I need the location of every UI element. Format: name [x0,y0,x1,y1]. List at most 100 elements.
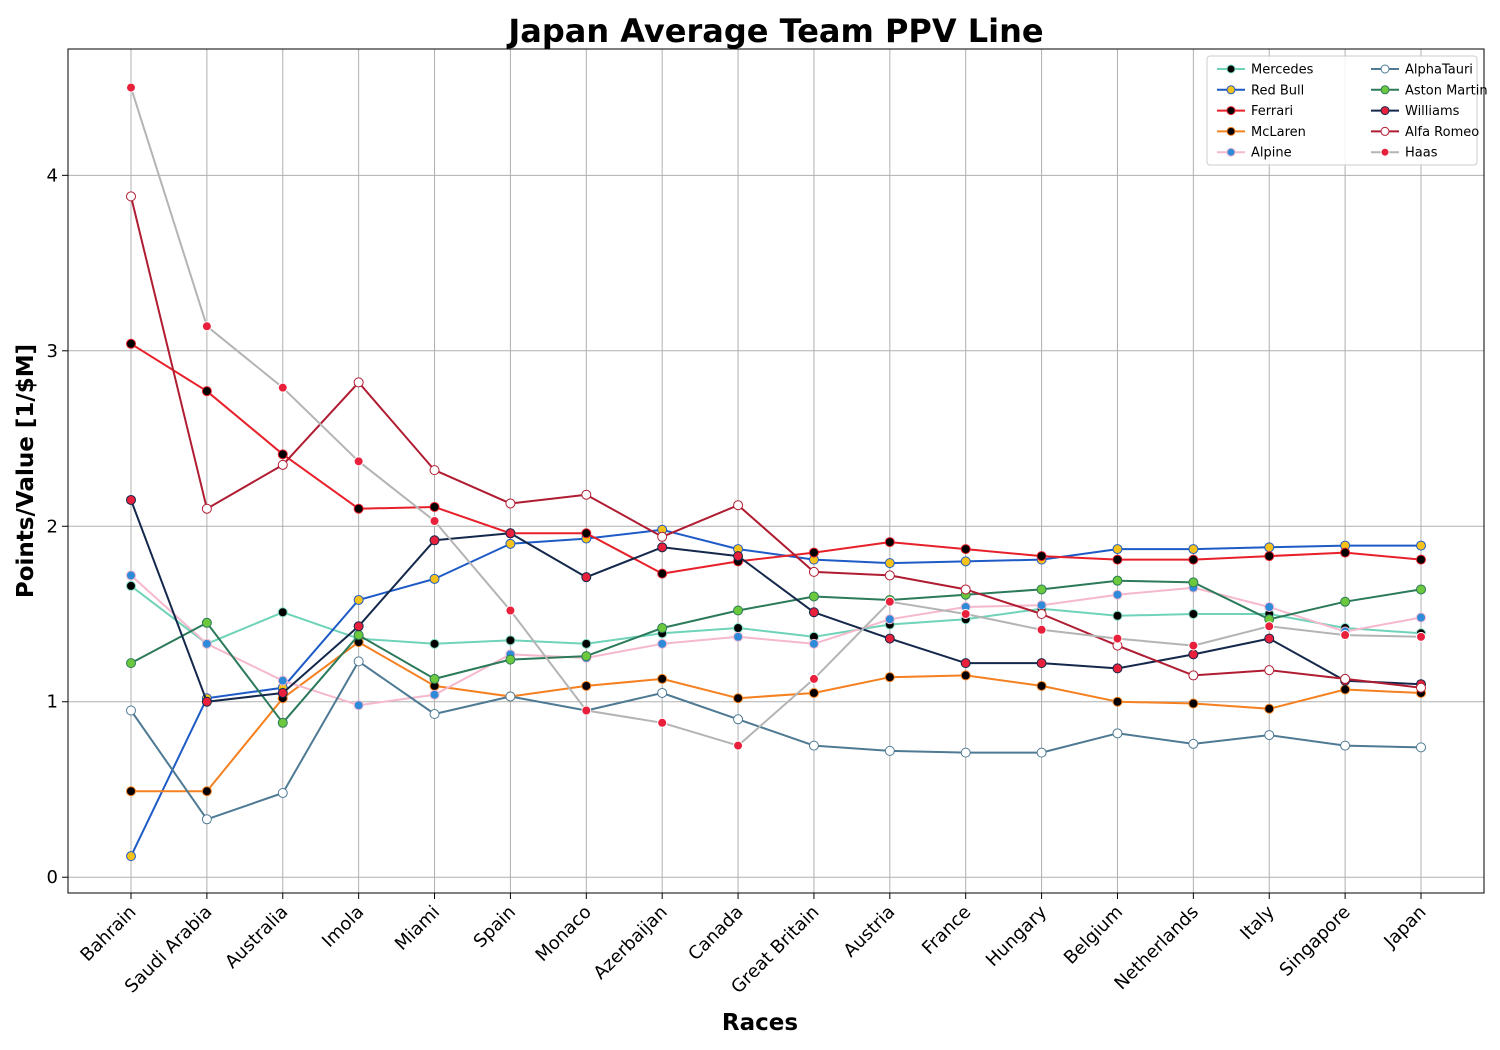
legend-swatch-marker [1226,85,1236,95]
data-point-ferrari [1264,551,1275,562]
legend-label: AlphaTauri [1405,63,1473,78]
data-point-alfa-romeo [277,459,288,470]
legend-swatch-marker [1226,147,1236,157]
data-point-alpine [201,638,212,649]
series-alfa-romeo [126,191,1426,693]
series-mclaren [126,637,1426,797]
data-point-red-bull [1416,540,1426,551]
legend-item-alpine: Alpine [1217,146,1292,161]
data-point-haas [657,717,668,728]
series-alphatauri [126,656,1426,825]
data-point-mclaren [1036,680,1047,691]
data-point-mercedes [126,580,136,591]
y-axis: 0 1 2 3 4 [47,165,68,888]
data-point-haas [1188,640,1199,651]
data-point-ferrari [1036,551,1047,562]
series-williams [126,494,1426,707]
y-tick-label: 4 [47,165,58,186]
plot-frame [67,48,1485,894]
data-point-alpine [353,700,364,711]
x-tick-label: Monaco [532,902,596,966]
data-point-alpine [277,675,288,686]
data-point-ferrari [1188,554,1199,565]
series-layer [126,82,1426,862]
data-point-alfa-romeo [884,570,895,581]
legend-item-alfa-romeo: Alfa Romeo [1371,125,1479,140]
data-point-mercedes [1188,609,1199,620]
data-point-williams [353,621,364,632]
data-point-haas [1112,633,1123,644]
data-point-alphatauri [1112,728,1123,739]
data-point-mercedes [429,638,440,649]
data-point-ferrari [581,528,592,539]
data-point-haas [733,740,744,751]
data-point-williams [733,551,744,562]
series-line-red-bull [130,528,1421,857]
data-point-haas [1264,621,1275,632]
data-point-williams [884,633,895,644]
data-point-alphatauri [884,745,895,756]
data-point-haas [581,705,592,716]
data-point-williams [1112,663,1123,674]
data-point-williams [1036,658,1047,669]
legend-swatch-marker [1226,64,1236,74]
data-point-red-bull [505,538,516,549]
legend-item-mercedes: Mercedes [1217,63,1314,78]
data-point-ferrari [429,501,440,512]
data-point-williams [201,696,212,707]
series-aston-martin [126,575,1426,728]
data-point-aston-martin [1112,575,1123,586]
data-point-aston-martin [1340,596,1351,607]
series-mercedes [126,580,1426,649]
y-axis-label: Points/Value [1/$M] [13,344,39,598]
data-point-alpine [1264,601,1275,612]
data-point-alpine [1036,600,1047,611]
legend-label: Aston Martin [1405,83,1488,98]
data-point-mercedes [1112,610,1123,621]
data-point-haas [201,321,212,332]
legend-label: Alpine [1251,146,1292,161]
data-point-alfa-romeo [1340,673,1351,684]
data-point-williams [581,572,592,583]
data-point-alfa-romeo [505,498,516,509]
series-haas [126,82,1426,751]
data-point-aston-martin [429,673,440,684]
x-tick-label: Azerbaijan [590,902,672,984]
data-point-red-bull [1112,544,1123,555]
x-tick-label: Hungary [982,901,1051,970]
data-point-ferrari [277,449,288,460]
legend-swatch-marker [1380,126,1390,136]
data-point-alfa-romeo [201,503,212,514]
data-point-alpine [126,570,136,581]
data-point-red-bull [126,851,136,862]
data-point-haas [808,673,819,684]
data-point-alphatauri [960,747,971,758]
data-point-alfa-romeo [353,377,364,388]
data-point-red-bull [960,556,971,567]
data-point-ferrari [808,547,819,558]
data-point-mercedes [733,623,744,634]
data-point-mclaren [581,680,592,691]
x-tick-label: Austria [840,902,900,962]
data-point-alpine [884,614,895,625]
data-point-alpine [429,689,440,700]
legend-swatch-marker [1380,147,1390,157]
x-tick-label: Imola [318,902,368,952]
data-point-haas [429,516,440,527]
data-point-alfa-romeo [429,465,440,476]
data-point-williams [277,687,288,698]
legend-label: Alfa Romeo [1405,125,1479,140]
data-point-mercedes [277,607,288,618]
chart-title: Japan Average Team PPV Line [506,12,1043,50]
data-point-alphatauri [429,709,440,720]
data-point-alfa-romeo [1264,665,1275,676]
data-point-ferrari [960,544,971,555]
series-line-haas [130,87,1422,747]
data-point-alfa-romeo [657,531,668,542]
data-point-williams [1264,633,1275,644]
legend-swatch-marker [1380,106,1390,116]
data-point-williams [808,607,819,618]
x-tick-label: Canada [684,902,747,965]
legend-label: Williams [1405,104,1460,119]
series-alpine [126,570,1426,711]
